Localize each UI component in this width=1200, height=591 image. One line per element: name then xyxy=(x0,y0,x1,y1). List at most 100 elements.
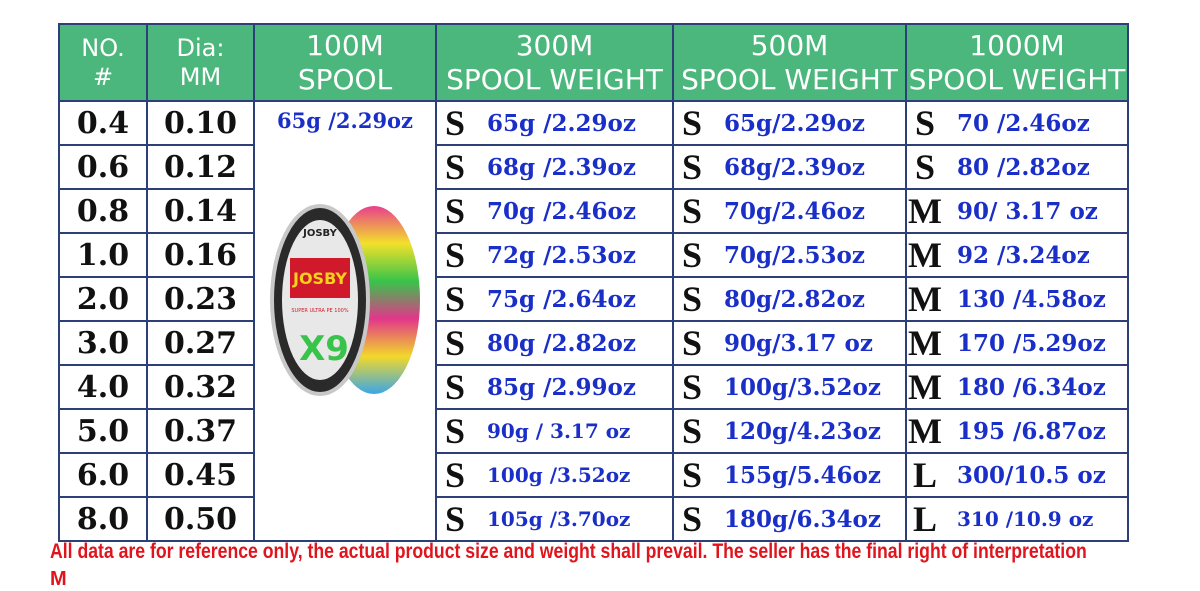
spool-size-letter: S xyxy=(681,147,703,187)
table-row: 0.4 0.10 65g /2.29oz S 65g /2.29oz S 65g/2.29o… xyxy=(58,100,1129,542)
line-number-cell: 0.6 xyxy=(58,144,148,190)
spool-weight-value: 90g / 3.17 oz xyxy=(487,419,631,443)
spool-weight-value: 130 /4.58oz xyxy=(957,285,1106,313)
line-number-cell: 2.0 xyxy=(58,276,148,322)
table-row: 4.0 0.32 S 85g /2.99oz S 100g/3.52oz M 180 /6.3… xyxy=(58,364,1129,410)
table-row: 0.8 0.14 S 70g /2.46oz S 70g/2.46oz M 90/ 3.17 … xyxy=(58,188,1129,234)
header-diameter: Dia: MM xyxy=(146,23,255,102)
line-number-cell: 3.0 xyxy=(58,320,148,366)
spool-weight-value: 75g /2.64oz xyxy=(487,285,636,313)
line-number-cell: 1.0 xyxy=(58,232,148,278)
spool-size-letter: M xyxy=(908,367,942,407)
spool-weight-value: 120g/4.23oz xyxy=(724,417,881,445)
spool-weight-value: 70 /2.46oz xyxy=(957,109,1090,137)
disclaimer-note-continued: M xyxy=(50,568,67,590)
spool-300m-cell: S 90g / 3.17 oz xyxy=(435,408,674,454)
spool-300m-cell: S 75g /2.64oz xyxy=(435,276,674,322)
spool-500m-cell: S 80g/2.82oz xyxy=(672,276,907,322)
spool-weight-value: 68g/2.39oz xyxy=(724,153,865,181)
spool-weight-value: 105g /3.70oz xyxy=(487,507,631,531)
header-300m: 300M SPOOL WEIGHT xyxy=(435,23,674,102)
diameter-cell: 0.14 xyxy=(146,188,255,234)
spool-1000m-cell: M 130 /4.58oz xyxy=(905,276,1129,322)
spool-size-letter: S xyxy=(681,191,703,231)
header-1000m: 1000M SPOOL WEIGHT xyxy=(905,23,1129,102)
diameter-cell: 0.16 xyxy=(146,232,255,278)
spool-size-letter: S xyxy=(681,367,703,407)
disclaimer-note: All data are for reference only, the act… xyxy=(50,540,1087,563)
spool-1000m-cell: S 80 /2.82oz xyxy=(905,144,1129,190)
diameter-cell: 0.10 xyxy=(146,100,255,146)
spool-300m-cell: S 65g /2.29oz xyxy=(435,100,674,146)
diameter-cell: 0.12 xyxy=(146,144,255,190)
line-number-cell: 8.0 xyxy=(58,496,148,542)
diameter-cell: 0.23 xyxy=(146,276,255,322)
spool-size-letter: S xyxy=(681,499,703,539)
spool-weight-value: 70g/2.46oz xyxy=(724,197,865,225)
spool-size-letter: M xyxy=(908,191,942,231)
spool-300m-cell: S 68g /2.39oz xyxy=(435,144,674,190)
spool-size-letter: S xyxy=(681,235,703,275)
spool-size-letter: M xyxy=(908,235,942,275)
spool-500m-cell: S 120g/4.23oz xyxy=(672,408,907,454)
spool-weight-value: 80g /2.82oz xyxy=(487,329,636,357)
spool-500m-cell: S 100g/3.52oz xyxy=(672,364,907,410)
spool-500m-cell: S 70g/2.46oz xyxy=(672,188,907,234)
table-row: 2.0 0.23 S 75g /2.64oz S 80g/2.82oz M 130 /4.58… xyxy=(58,276,1129,322)
spool-500m-cell: S 70g/2.53oz xyxy=(672,232,907,278)
spool-300m-cell: S 105g /3.70oz xyxy=(435,496,674,542)
header-row: NO. # Dia: MM 100M SPOOL 300M SPOOL WEIGHT 5… xyxy=(58,23,1129,102)
spool-weight-value: 68g /2.39oz xyxy=(487,153,636,181)
spool-size-letter: S xyxy=(444,367,466,407)
table-row: 0.6 0.12 S 68g /2.39oz S 68g/2.39oz S 80 /2.82o… xyxy=(58,144,1129,190)
spool-logo-banner xyxy=(290,258,350,298)
spool-size-letter: S xyxy=(914,147,936,187)
spool-500m-cell: S 65g/2.29oz xyxy=(672,100,907,146)
spool-1000m-cell: M 90/ 3.17 oz xyxy=(905,188,1129,234)
spool-weight-value: 180 /6.34oz xyxy=(957,373,1106,401)
spool-size-letter: S xyxy=(681,411,703,451)
spool-size-letter: S xyxy=(444,279,466,319)
spool-weight-value: 72g /2.53oz xyxy=(487,241,636,269)
spool-500m-cell: S 155g/5.46oz xyxy=(672,452,907,498)
spool-size-letter: S xyxy=(681,279,703,319)
spool-1000m-cell: M 170 /5.29oz xyxy=(905,320,1129,366)
spool-300m-cell: S 72g /2.53oz xyxy=(435,232,674,278)
header-no: NO. # xyxy=(58,23,148,102)
spool-size-letter: L xyxy=(912,499,937,539)
spool-300m-cell: S 70g /2.46oz xyxy=(435,188,674,234)
table-row: 1.0 0.16 S 72g /2.53oz S 70g/2.53oz M 92 /3.24o… xyxy=(58,232,1129,278)
spool-size-letter: L xyxy=(912,455,937,495)
spool-300m-cell: S 85g /2.99oz xyxy=(435,364,674,410)
diameter-cell: 0.32 xyxy=(146,364,255,410)
spool-size-letter: S xyxy=(444,235,466,275)
spool-1000m-cell: L 300/10.5 oz xyxy=(905,452,1129,498)
table-body: 0.4 0.10 65g /2.29oz S 65g /2.29oz S 65g/2.29o… xyxy=(58,100,1129,542)
spool-x9-mark: X9 xyxy=(299,329,349,369)
spool-500m-cell: S 180g/6.34oz xyxy=(672,496,907,542)
spool-size-letter: S xyxy=(444,191,466,231)
spool-size-letter: M xyxy=(908,279,942,319)
spool-size-letter: S xyxy=(444,323,466,363)
spool-300m-cell: S 80g /2.82oz xyxy=(435,320,674,366)
spool-size-letter: S xyxy=(444,411,466,451)
spool-size-letter: S xyxy=(681,455,703,495)
spool-1000m-cell: M 92 /3.24oz xyxy=(905,232,1129,278)
spool-size-letter: M xyxy=(908,323,942,363)
spool-brand: JOSBY xyxy=(302,228,337,239)
table-row: 6.0 0.45 S 100g /3.52oz S 155g/5.46oz L 300/10.… xyxy=(58,452,1129,498)
spool-300m-cell: S 100g /3.52oz xyxy=(435,452,674,498)
spool-1000m-cell: S 70 /2.46oz xyxy=(905,100,1129,146)
spool-size-letter: S xyxy=(444,455,466,495)
spool-weight-value: 180g/6.34oz xyxy=(724,505,881,533)
spool-weight-value: 65g/2.29oz xyxy=(724,109,865,137)
spool-1000m-cell: M 195 /6.87oz xyxy=(905,408,1129,454)
spool-weight-value: 170 /5.29oz xyxy=(957,329,1106,357)
spool-size-letter: S xyxy=(444,499,466,539)
spool-1000m-cell: M 180 /6.34oz xyxy=(905,364,1129,410)
line-number-cell: 5.0 xyxy=(58,408,148,454)
spool-weight-value: 70g /2.46oz xyxy=(487,197,636,225)
line-number-cell: 6.0 xyxy=(58,452,148,498)
spool-weight-value: 70g/2.53oz xyxy=(724,241,865,269)
spool-label-text: SUPER ULTRA PE 100% xyxy=(291,308,348,314)
